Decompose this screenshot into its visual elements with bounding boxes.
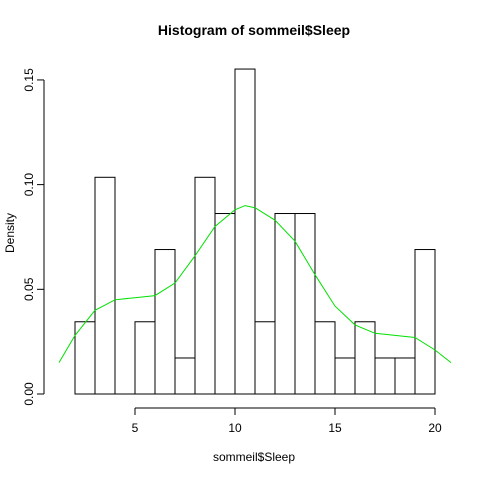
histogram-bar <box>134 321 156 395</box>
x-tick-label: 20 <box>428 421 442 435</box>
x-axis: 5 10 15 20 <box>132 407 442 435</box>
histogram-bar <box>414 249 436 395</box>
histogram-bar <box>294 213 316 395</box>
chart-title: Histogram of sommeil$Sleep <box>158 22 350 38</box>
x-axis-label: sommeil$Sleep <box>213 450 295 464</box>
histogram-bar <box>374 357 396 395</box>
x-tick-label: 10 <box>228 421 242 435</box>
y-tick-label: 0.00 <box>22 382 36 406</box>
histogram-bar <box>214 213 236 395</box>
histogram-bar <box>154 249 176 395</box>
y-tick-label: 0.10 <box>22 173 36 197</box>
histogram-bar <box>174 357 196 395</box>
histogram-bar <box>314 321 336 395</box>
histogram-bar <box>234 68 256 395</box>
histogram-bars <box>74 68 436 395</box>
y-tick-label: 0.05 <box>22 277 36 301</box>
histogram-bar <box>254 321 276 395</box>
x-tick-label: 5 <box>132 421 139 435</box>
histogram-bar <box>354 321 376 395</box>
histogram-bar <box>94 176 116 395</box>
y-axis: 0.00 0.05 0.10 0.15 <box>22 68 45 406</box>
histogram-bar <box>74 321 96 395</box>
y-axis-label: Density <box>3 213 17 253</box>
y-tick-label: 0.15 <box>22 68 36 92</box>
histogram-bar <box>394 357 416 395</box>
histogram-bar <box>274 213 296 395</box>
histogram-bar <box>194 176 216 395</box>
histogram-bar <box>334 357 356 395</box>
density-curve <box>58 205 452 363</box>
x-tick-label: 15 <box>328 421 342 435</box>
